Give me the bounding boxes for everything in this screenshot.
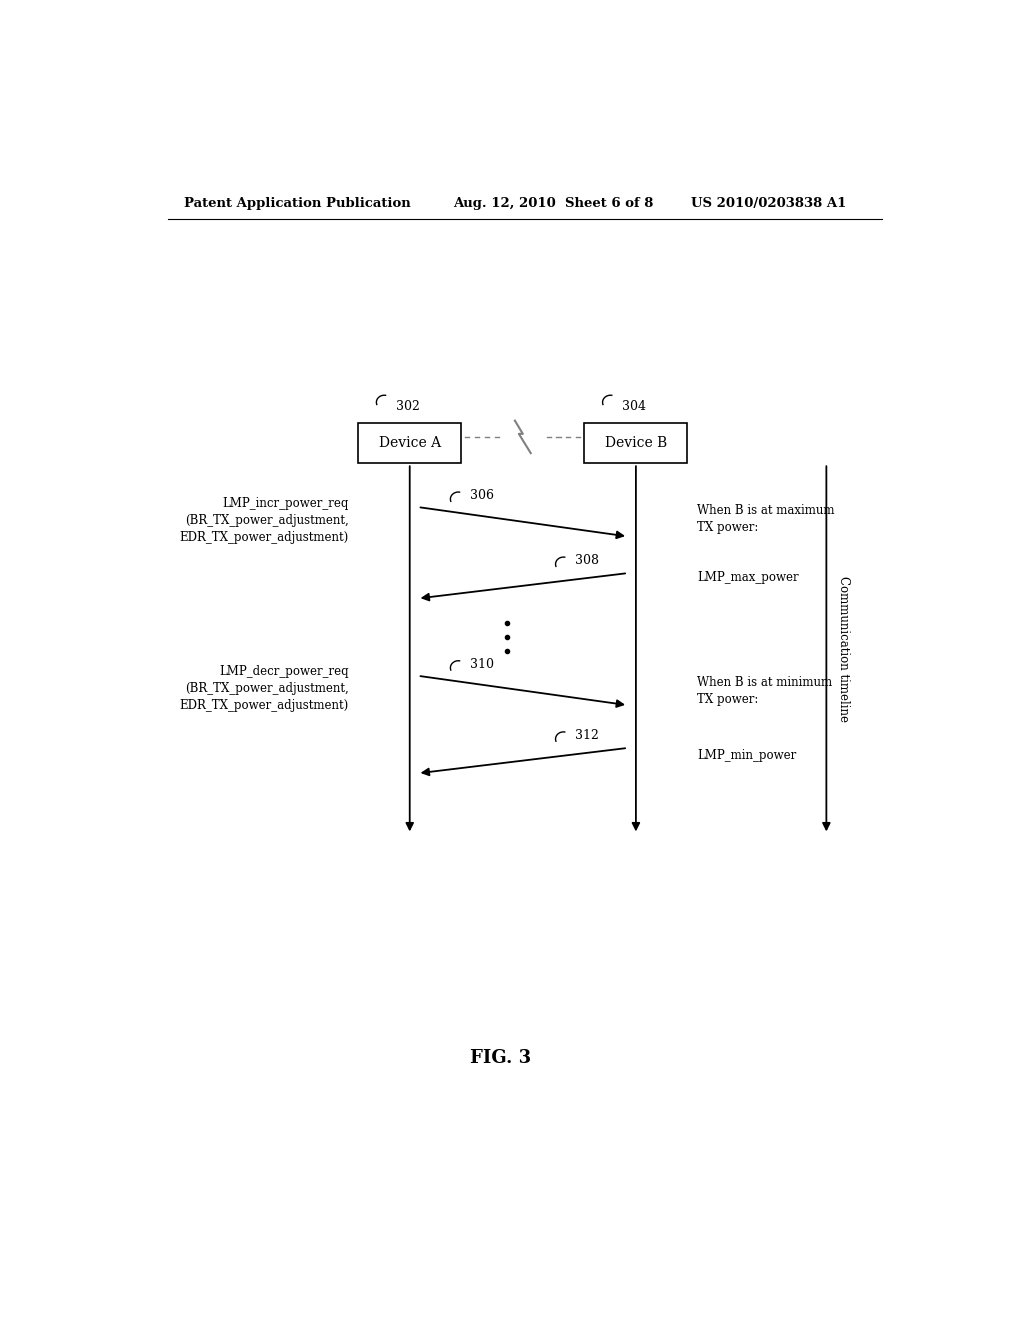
Text: LMP_min_power: LMP_min_power (697, 748, 797, 762)
Text: 304: 304 (623, 400, 646, 413)
Text: Device B: Device B (605, 436, 667, 450)
Text: When B is at minimum
TX power:: When B is at minimum TX power: (697, 676, 833, 706)
Text: 306: 306 (470, 490, 495, 502)
Text: FIG. 3: FIG. 3 (470, 1049, 531, 1067)
FancyBboxPatch shape (585, 422, 687, 463)
Text: LMP_max_power: LMP_max_power (697, 570, 799, 583)
Text: When B is at maximum
TX power:: When B is at maximum TX power: (697, 504, 835, 535)
Text: 310: 310 (470, 657, 495, 671)
Text: US 2010/0203838 A1: US 2010/0203838 A1 (691, 197, 847, 210)
Text: Device A: Device A (379, 436, 440, 450)
FancyBboxPatch shape (358, 422, 461, 463)
Text: 312: 312 (575, 729, 599, 742)
Text: Aug. 12, 2010  Sheet 6 of 8: Aug. 12, 2010 Sheet 6 of 8 (454, 197, 653, 210)
Text: 302: 302 (396, 400, 420, 413)
Text: LMP_incr_power_req
(BR_TX_power_adjustment,
EDR_TX_power_adjustment): LMP_incr_power_req (BR_TX_power_adjustme… (179, 496, 348, 544)
Text: LMP_decr_power_req
(BR_TX_power_adjustment,
EDR_TX_power_adjustment): LMP_decr_power_req (BR_TX_power_adjustme… (179, 665, 348, 713)
Text: Patent Application Publication: Patent Application Publication (183, 197, 411, 210)
Text: 308: 308 (575, 554, 599, 568)
Text: Communication timeline: Communication timeline (837, 576, 850, 722)
